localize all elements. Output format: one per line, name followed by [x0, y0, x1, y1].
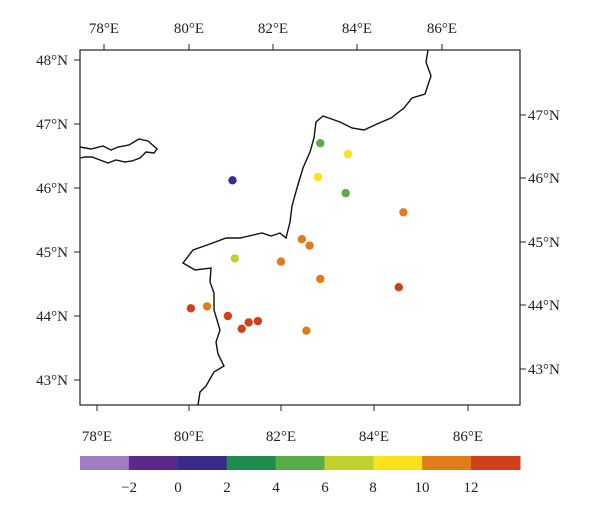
station-marker — [276, 257, 286, 266]
colorbar-swatch — [324, 456, 374, 470]
colorbar-tick-label: 0 — [174, 480, 182, 496]
station-marker — [186, 304, 196, 313]
colorbar-swatch — [373, 456, 423, 470]
bottom-lon-label: 78°E — [82, 429, 112, 445]
station-marker — [230, 254, 239, 263]
station-marker — [316, 274, 325, 284]
station-marker — [302, 326, 311, 335]
bottom-lon-labels: 78°E 80°E 82°E 84°E 86°E — [82, 429, 483, 445]
left-lat-label: 45°N — [36, 245, 68, 261]
top-lon-label: 80°E — [174, 21, 204, 37]
station-marker — [237, 324, 246, 333]
colorbar-labels: −2 0 2 4 6 8 10 12 — [121, 480, 478, 496]
bottom-lon-label: 86°E — [453, 429, 483, 445]
station-marker — [223, 311, 233, 321]
border-line-main — [181, 49, 432, 406]
station-marker — [202, 302, 212, 311]
station-marker — [341, 188, 350, 198]
left-lat-label: 44°N — [36, 309, 68, 325]
colorbar-swatch — [226, 456, 277, 470]
station-marker — [297, 235, 306, 244]
axis-ticks — [74, 44, 526, 411]
right-lat-label: 47°N — [528, 108, 560, 124]
station-markers — [186, 139, 408, 335]
left-lat-labels: 48°N 47°N 46°N 45°N 44°N 43°N — [36, 53, 68, 389]
colorbar — [80, 456, 521, 470]
right-lat-labels: 47°N 46°N 45°N 44°N 43°N — [528, 108, 560, 378]
colorbar-tick-label: 8 — [369, 480, 377, 496]
top-lon-labels: 78°E 80°E 82°E 84°E 86°E — [89, 21, 457, 37]
station-marker — [228, 176, 237, 185]
colorbar-tick-label: −2 — [121, 480, 137, 496]
station-marker — [244, 318, 253, 327]
station-marker — [253, 316, 263, 326]
top-lon-label: 78°E — [89, 21, 119, 37]
left-lat-label: 43°N — [36, 373, 68, 389]
station-marker — [313, 172, 323, 182]
colorbar-tick-label: 6 — [321, 480, 329, 496]
station-marker — [343, 149, 353, 159]
top-lon-label: 84°E — [342, 21, 372, 37]
top-lon-label: 82°E — [258, 21, 288, 37]
colorbar-tick-label: 4 — [272, 480, 280, 496]
right-lat-label: 44°N — [528, 298, 560, 314]
bottom-lon-label: 80°E — [174, 429, 204, 445]
colorbar-tick-label: 2 — [223, 480, 231, 496]
colorbar-swatch — [422, 456, 472, 470]
left-lat-label: 47°N — [36, 117, 68, 133]
lake-outline — [79, 138, 158, 164]
colorbar-tick-label: 12 — [464, 480, 479, 496]
station-marker — [394, 283, 403, 292]
right-lat-label: 43°N — [528, 362, 560, 378]
station-marker — [305, 241, 314, 250]
map-frame — [79, 49, 521, 406]
colorbar-tick-label: 10 — [415, 480, 430, 496]
left-lat-label: 46°N — [36, 181, 68, 197]
bottom-lon-label: 82°E — [266, 429, 296, 445]
colorbar-swatch — [177, 456, 228, 470]
station-marker — [316, 139, 325, 148]
right-lat-label: 45°N — [528, 235, 560, 251]
colorbar-swatch — [128, 456, 179, 470]
colorbar-swatch — [275, 456, 325, 470]
colorbar-swatch — [471, 456, 521, 470]
right-lat-label: 46°N — [528, 171, 560, 187]
top-lon-label: 86°E — [427, 21, 457, 37]
bottom-lon-label: 84°E — [359, 429, 389, 445]
left-lat-label: 48°N — [36, 53, 68, 69]
station-marker — [399, 208, 408, 217]
colorbar-swatch — [80, 456, 130, 470]
coastline-lines — [79, 49, 432, 406]
